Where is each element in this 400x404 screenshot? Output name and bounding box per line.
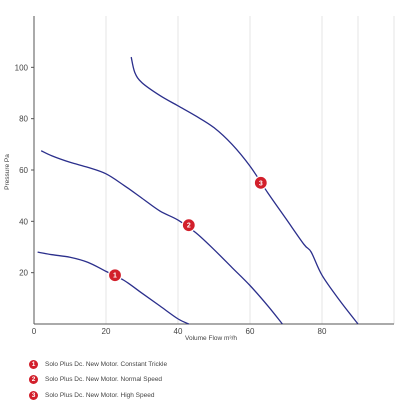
series-line-1 [37, 251, 190, 325]
x-axis-title: Volume Flow m³/h [185, 335, 237, 342]
legend-marker-badge: 2 [29, 375, 38, 384]
y-tick-label: 20 [19, 269, 28, 278]
series-marker-2 [181, 218, 196, 233]
legend-item: 1 Solo Plus Dc. New Motor. Constant Tric… [29, 357, 389, 371]
x-tick-label: 80 [318, 327, 327, 336]
series-line-3 [130, 56, 359, 325]
legend-label: Solo Plus Dc. New Motor. High Speed [45, 391, 155, 399]
legend-marker-badge: 1 [29, 359, 38, 369]
y-tick-label: 80 [19, 115, 28, 124]
pressure-flow-chart: 0 20 40 60 80 20 40 60 80 100 1 2 3 Pressure Pa Vol… [4, 16, 395, 342]
series-marker-label-2: 2 [187, 223, 191, 230]
grid [105, 16, 395, 324]
legend-label: Solo Plus Dc. New Motor. Normal Speed [45, 376, 163, 383]
y-axis-title: Pressure Pa [4, 154, 11, 190]
y-tick-label: 60 [19, 166, 28, 175]
y-tick-label: 40 [19, 217, 28, 226]
y-tick-label: 100 [15, 63, 29, 72]
legend: 1 Solo Plus Dc. New Motor. Constant Tric… [29, 357, 389, 404]
x-tick-label: 20 [102, 327, 111, 336]
series-marker-label-1: 1 [113, 273, 117, 280]
axes [31, 16, 394, 325]
legend-marker-badge: 3 [29, 390, 38, 400]
series-marker-label-3: 3 [259, 180, 263, 187]
series-markers: 1 2 3 [107, 175, 268, 283]
series-marker-1 [107, 268, 123, 283]
legend-item: 2 Solo Plus Dc. New Motor. Normal Speed [29, 373, 389, 387]
x-tick-label: 40 [174, 327, 183, 336]
x-tick-label: 60 [246, 327, 255, 336]
legend-item: 3 Solo Plus Dc. New Motor. High Speed [29, 388, 389, 402]
legend-label: Solo Plus Dc. New Motor. Constant Trickl… [45, 360, 168, 368]
series-line-2 [40, 150, 283, 325]
series-marker-3 [253, 175, 268, 190]
tick-labels: 0 20 40 60 80 20 40 60 80 100 [15, 63, 327, 336]
x-tick-label: 0 [32, 327, 37, 336]
series-lines [37, 56, 359, 325]
